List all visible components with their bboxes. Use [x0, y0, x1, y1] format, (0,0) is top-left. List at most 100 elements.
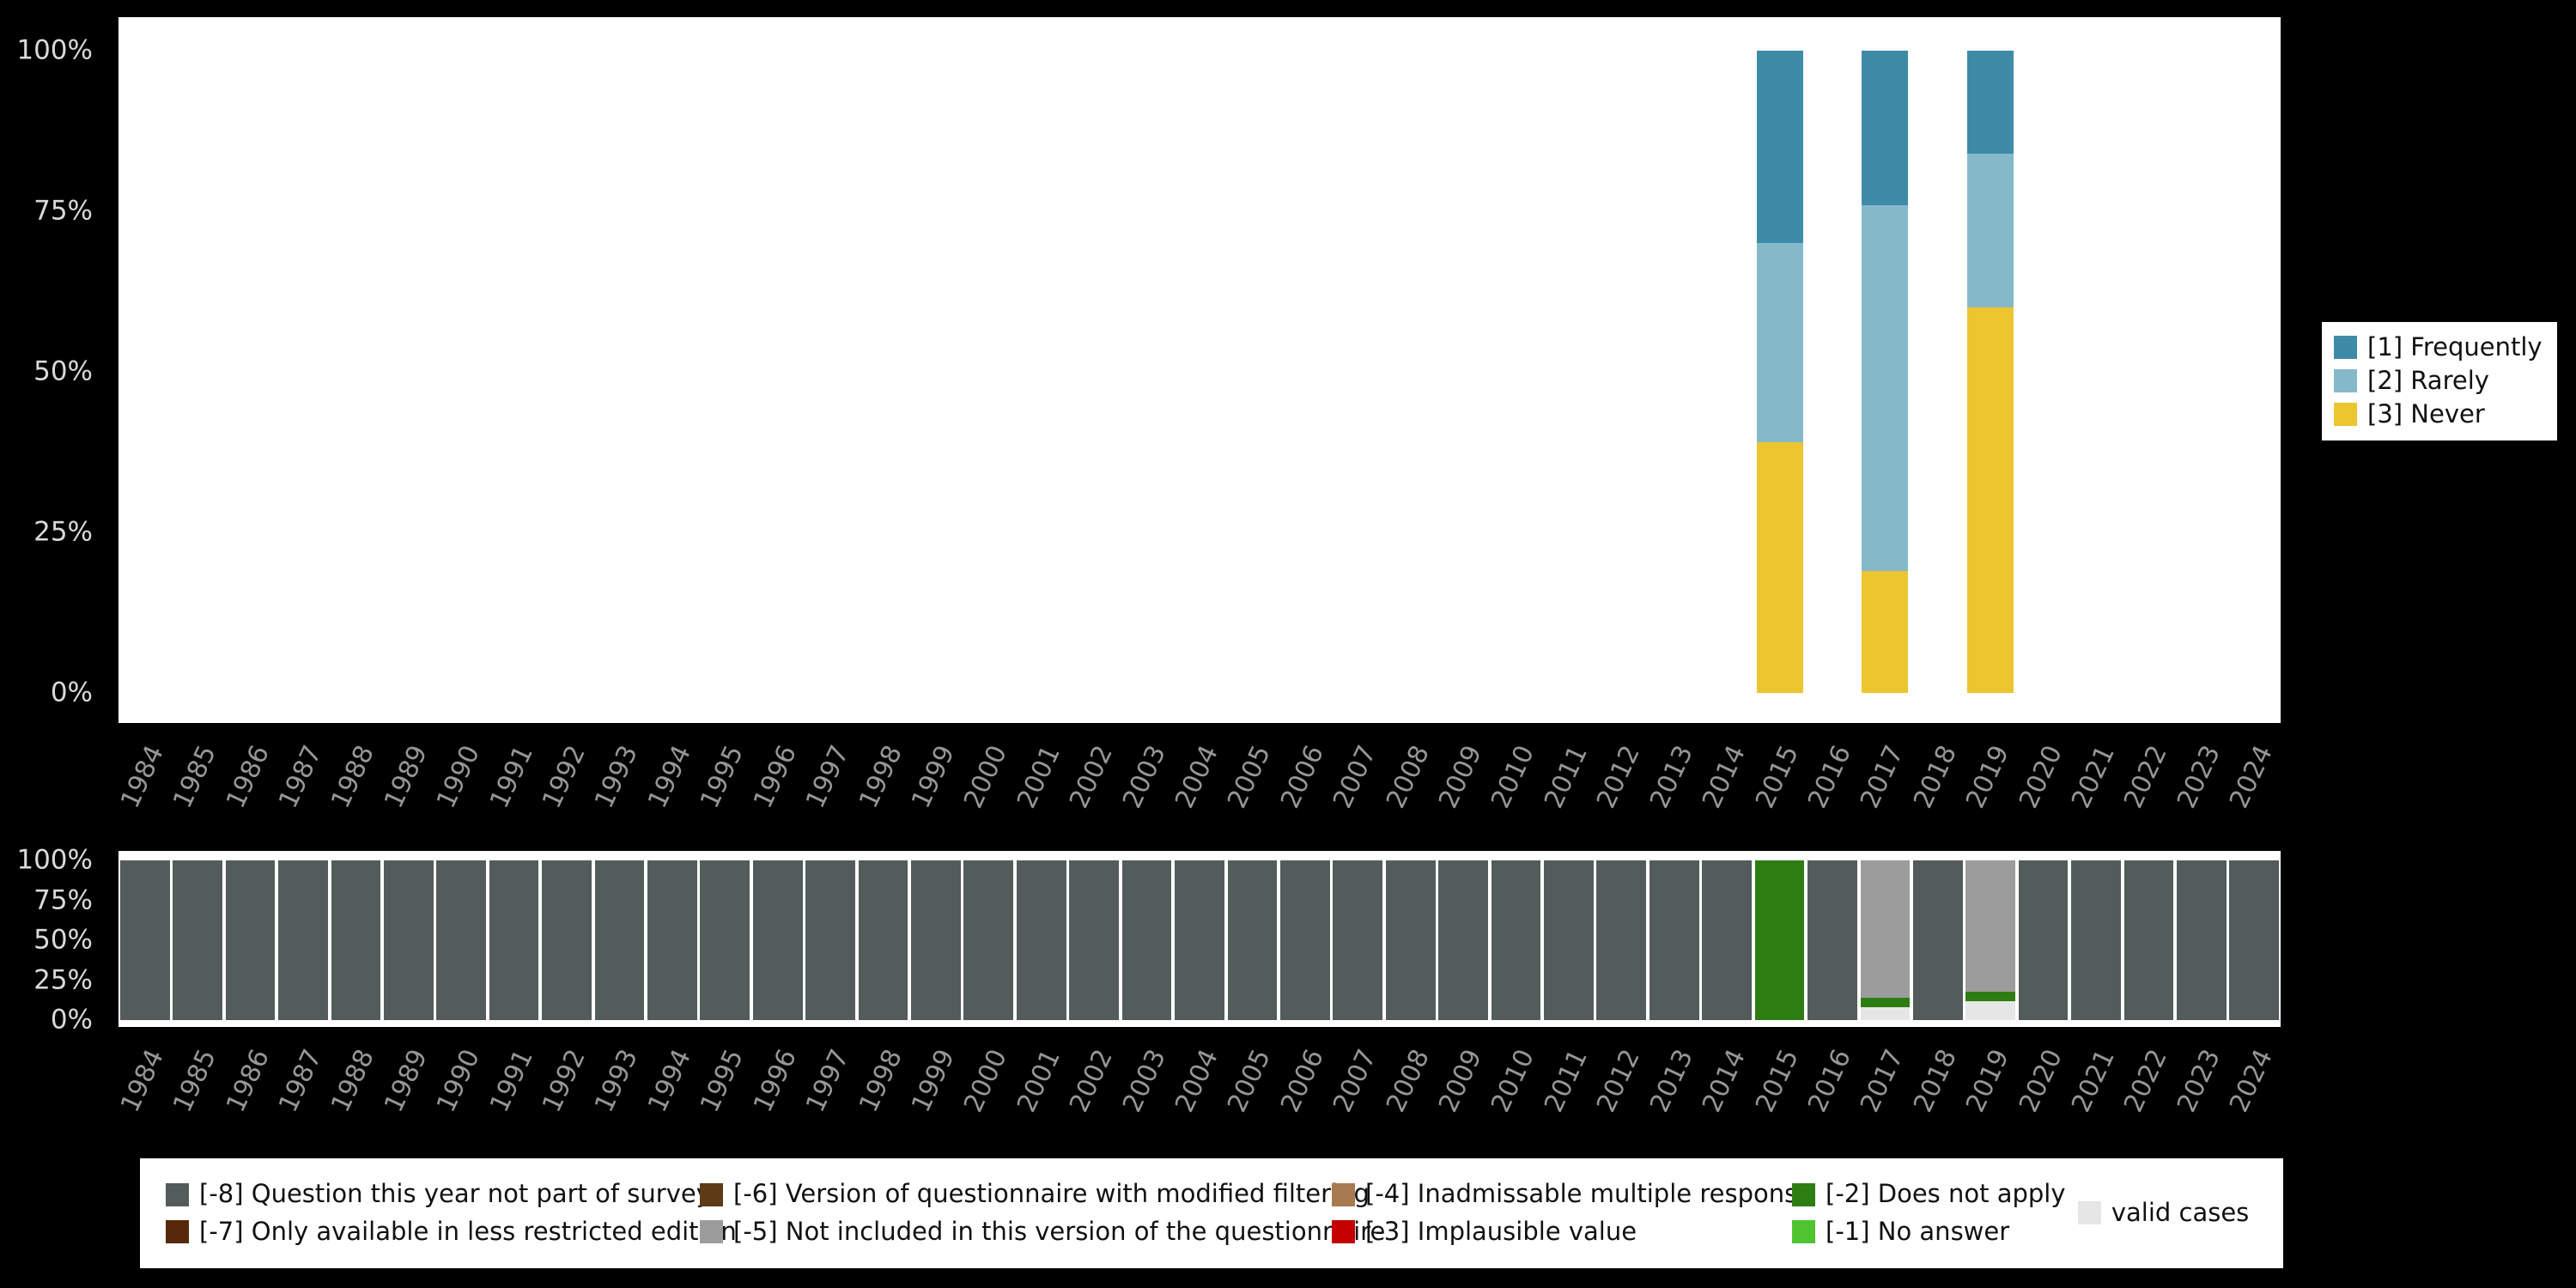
missing-segment: [594, 860, 645, 1020]
missing-legend-item: [-6] Version of questionnaire with modif…: [700, 1180, 1370, 1208]
missing-segment: [1860, 997, 1911, 1008]
missing-segment: [2177, 860, 2227, 1020]
missing-chart-y-axis: 100% 75% 50% 25% 0%: [0, 847, 106, 1033]
missing-bar-1994: [647, 860, 697, 1020]
missing-ytick-label: 0%: [50, 1004, 93, 1036]
missing-legend-item: [-5] Not included in this version of the…: [700, 1218, 1385, 1246]
missing-bar-1988: [331, 860, 381, 1020]
response-chart-x-axis: 1984 1985 1986 1987 1988 1989 1990 1991 1992 1993…: [115, 733, 2281, 862]
missing-legend-item: valid cases: [2077, 1199, 2283, 1227]
missing-segment: [911, 860, 961, 1020]
missing-bar-1999: [911, 860, 961, 1020]
missing-bar-2020: [2018, 860, 2069, 1020]
missing-segment: [1754, 860, 1805, 1020]
response-ytick-label: 50%: [33, 355, 93, 387]
missing-bar-1996: [752, 860, 803, 1020]
response-bar-2015: [1756, 51, 1803, 693]
missing-segment: [383, 860, 434, 1020]
response-legend: [1] Frequently [2] Rarely [3] Never: [2320, 320, 2559, 442]
missing-bar-2017: [1860, 860, 1911, 1020]
missing-bar-2024: [2229, 860, 2280, 1020]
response-ytick-label: 75%: [33, 195, 93, 227]
missing-bar-2011: [1544, 860, 1594, 1020]
missing-segment: [1279, 860, 1330, 1020]
missing-segment: [1860, 860, 1911, 998]
missing-legend-item: [-3] Implausible value: [1332, 1218, 1792, 1246]
missing-legend-item: [-7] Only available in less restricted e…: [166, 1218, 737, 1246]
missing-segment: [2071, 860, 2121, 1020]
missing-bar-1990: [436, 860, 487, 1020]
missing-bar-2019: [1965, 860, 2016, 1020]
missing-legend-column: valid cases: [2077, 1158, 2283, 1268]
missing-legend-item-swatch-icon: [1792, 1220, 1815, 1244]
missing-bar-1984: [119, 860, 170, 1020]
missing-segment: [1702, 860, 1752, 1020]
missing-segment: [1227, 860, 1278, 1020]
missing-bar-1995: [700, 860, 750, 1020]
missing-segment: [278, 860, 328, 1020]
response-chart-plot: [118, 17, 2281, 723]
response-chart-bars: [118, 51, 2281, 693]
missing-legend-column: [-8] Question this year not part of surv…: [166, 1158, 737, 1268]
missing-segment: [331, 860, 381, 1020]
missing-legend-item-label: [-2] Does not apply: [1826, 1179, 2066, 1209]
missing-legend-column: [-6] Version of questionnaire with modif…: [700, 1158, 1385, 1268]
missing-bar-2004: [1175, 860, 1224, 1020]
missing-bar-2012: [1596, 860, 1647, 1020]
missing-ytick-label: 75%: [33, 884, 93, 915]
missing-ytick-label: 50%: [33, 924, 93, 956]
missing-chart-bars: [118, 860, 2281, 1020]
response-segment: [1967, 307, 2014, 693]
missing-legend-item-label: [-8] Question this year not part of surv…: [199, 1179, 711, 1209]
missing-chart-x-axis: 1984 1985 1986 1987 1988 1989 1990 1991 1992 1993…: [115, 1037, 2281, 1166]
missing-segment: [225, 860, 276, 1020]
response-segment: [1967, 51, 2014, 154]
missing-bar-1997: [805, 860, 855, 1020]
response-ytick-label: 0%: [50, 677, 93, 708]
missing-segment: [436, 860, 487, 1020]
missing-legend-item-swatch-icon: [1332, 1182, 1355, 1206]
response-legend-item-2: [2] Rarely: [2334, 367, 2545, 395]
response-legend-item-3: [3] Never: [2334, 398, 2545, 428]
missing-legend-item-swatch-icon: [700, 1182, 723, 1206]
missing-legend-item-label: [-7] Only available in less restricted e…: [199, 1217, 737, 1246]
missing-ytick-label: 25%: [33, 964, 93, 995]
missing-bar-2001: [1016, 860, 1066, 1020]
missing-legend-item: [-4] Inadmissable multiple response: [1332, 1180, 1813, 1208]
missing-legend-item-swatch-icon: [166, 1182, 189, 1206]
missing-bar-1986: [225, 860, 276, 1020]
response-legend-item-3-label: [3] Never: [2367, 398, 2485, 428]
missing-segment: [542, 860, 592, 1020]
missing-ytick-label: 100%: [16, 844, 93, 876]
response-segment: [1756, 243, 1803, 443]
missing-legend-item-label: [-1] No answer: [1826, 1217, 2010, 1246]
missing-bar-1991: [489, 860, 539, 1020]
response-bar-2017: [1862, 51, 1909, 693]
missing-segment: [1596, 860, 1647, 1020]
missing-segment: [752, 860, 803, 1020]
missing-segment: [700, 860, 750, 1020]
response-bar-2019: [1967, 51, 2014, 693]
missing-segment: [1807, 860, 1857, 1020]
response-legend-item-2-swatch-icon: [2334, 369, 2357, 393]
missing-bar-2023: [2177, 860, 2227, 1020]
missing-bar-2010: [1491, 860, 1541, 1020]
missing-bar-2005: [1227, 860, 1278, 1020]
missing-segment: [963, 860, 1014, 1020]
missing-legend-item: [-2] Does not apply: [1792, 1179, 2078, 1209]
missing-bar-2007: [1333, 860, 1383, 1020]
response-segment: [1967, 153, 2014, 308]
missing-bar-1987: [278, 860, 328, 1020]
response-legend-item-1: [1] Frequently: [2334, 333, 2545, 361]
missing-legend-item-label: [-6] Version of questionnaire with modif…: [733, 1179, 1370, 1209]
missing-segment: [173, 860, 222, 1020]
missing-bar-1992: [542, 860, 592, 1020]
response-legend-item-1-swatch-icon: [2334, 336, 2357, 360]
missing-values-legend: [-8] Question this year not part of surv…: [140, 1158, 2283, 1268]
missing-bar-2021: [2071, 860, 2121, 1020]
missing-legend-item: [-8] Question this year not part of surv…: [166, 1180, 711, 1208]
response-segment: [1862, 570, 1909, 693]
missing-bar-1989: [383, 860, 434, 1020]
missing-segment: [1121, 860, 1172, 1020]
response-segment: [1756, 442, 1803, 693]
